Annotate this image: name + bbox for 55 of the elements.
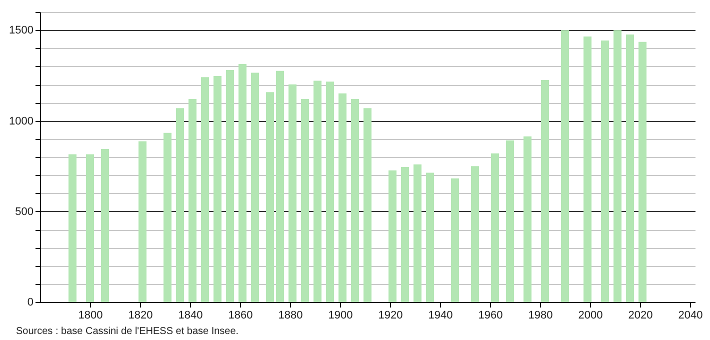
x-tick-label: 2020 xyxy=(628,310,653,322)
bar xyxy=(388,170,396,302)
bar xyxy=(276,70,284,302)
bar xyxy=(561,30,569,302)
x-tick-label: 1960 xyxy=(478,310,503,322)
x-tick-label: 1860 xyxy=(228,310,253,322)
bar xyxy=(314,80,322,302)
bar xyxy=(451,178,459,302)
bar xyxy=(506,140,514,302)
bar xyxy=(214,76,222,302)
x-tick-label: 2040 xyxy=(678,310,703,322)
bar xyxy=(266,92,274,302)
x-tick-label: 1840 xyxy=(178,310,203,322)
bar xyxy=(626,34,634,302)
bar xyxy=(226,70,234,302)
y-tick-label: 1500 xyxy=(9,24,34,37)
bar xyxy=(338,93,346,302)
bar xyxy=(86,154,94,302)
bar xyxy=(614,30,622,302)
bar xyxy=(188,99,196,302)
y-tick-label: 0 xyxy=(27,296,34,308)
bar xyxy=(541,80,549,302)
x-tick-label: 1900 xyxy=(328,310,353,322)
y-tick-label: 500 xyxy=(15,206,34,218)
bar xyxy=(524,136,532,302)
x-tick-label: 1940 xyxy=(428,310,453,322)
bar xyxy=(201,77,209,302)
bar xyxy=(68,154,76,302)
bar xyxy=(491,153,499,302)
bar xyxy=(351,99,359,302)
bar xyxy=(364,108,372,302)
bar xyxy=(288,84,296,302)
bar xyxy=(401,166,409,302)
bar xyxy=(584,36,592,302)
x-tick-label: 1820 xyxy=(128,310,153,322)
bar xyxy=(176,108,184,302)
bar xyxy=(301,99,309,302)
bar xyxy=(638,42,646,302)
x-tick-label: 1880 xyxy=(278,310,303,322)
bar xyxy=(601,40,609,302)
bar xyxy=(471,166,479,302)
bar xyxy=(101,149,109,302)
bar xyxy=(251,72,259,302)
x-tick-label: 1980 xyxy=(528,310,553,322)
source-note: Sources : base Cassini de l'EHESS et base Insee. xyxy=(16,326,239,337)
bar xyxy=(238,64,246,302)
bar xyxy=(414,164,422,302)
x-tick-label: 1800 xyxy=(78,310,103,322)
bar xyxy=(138,141,146,302)
bar xyxy=(326,82,334,302)
y-tick-label: 1000 xyxy=(9,115,34,128)
x-tick-label: 1920 xyxy=(378,310,403,322)
x-tick-label: 2000 xyxy=(578,310,603,322)
bar xyxy=(426,172,434,302)
bar xyxy=(164,132,172,302)
